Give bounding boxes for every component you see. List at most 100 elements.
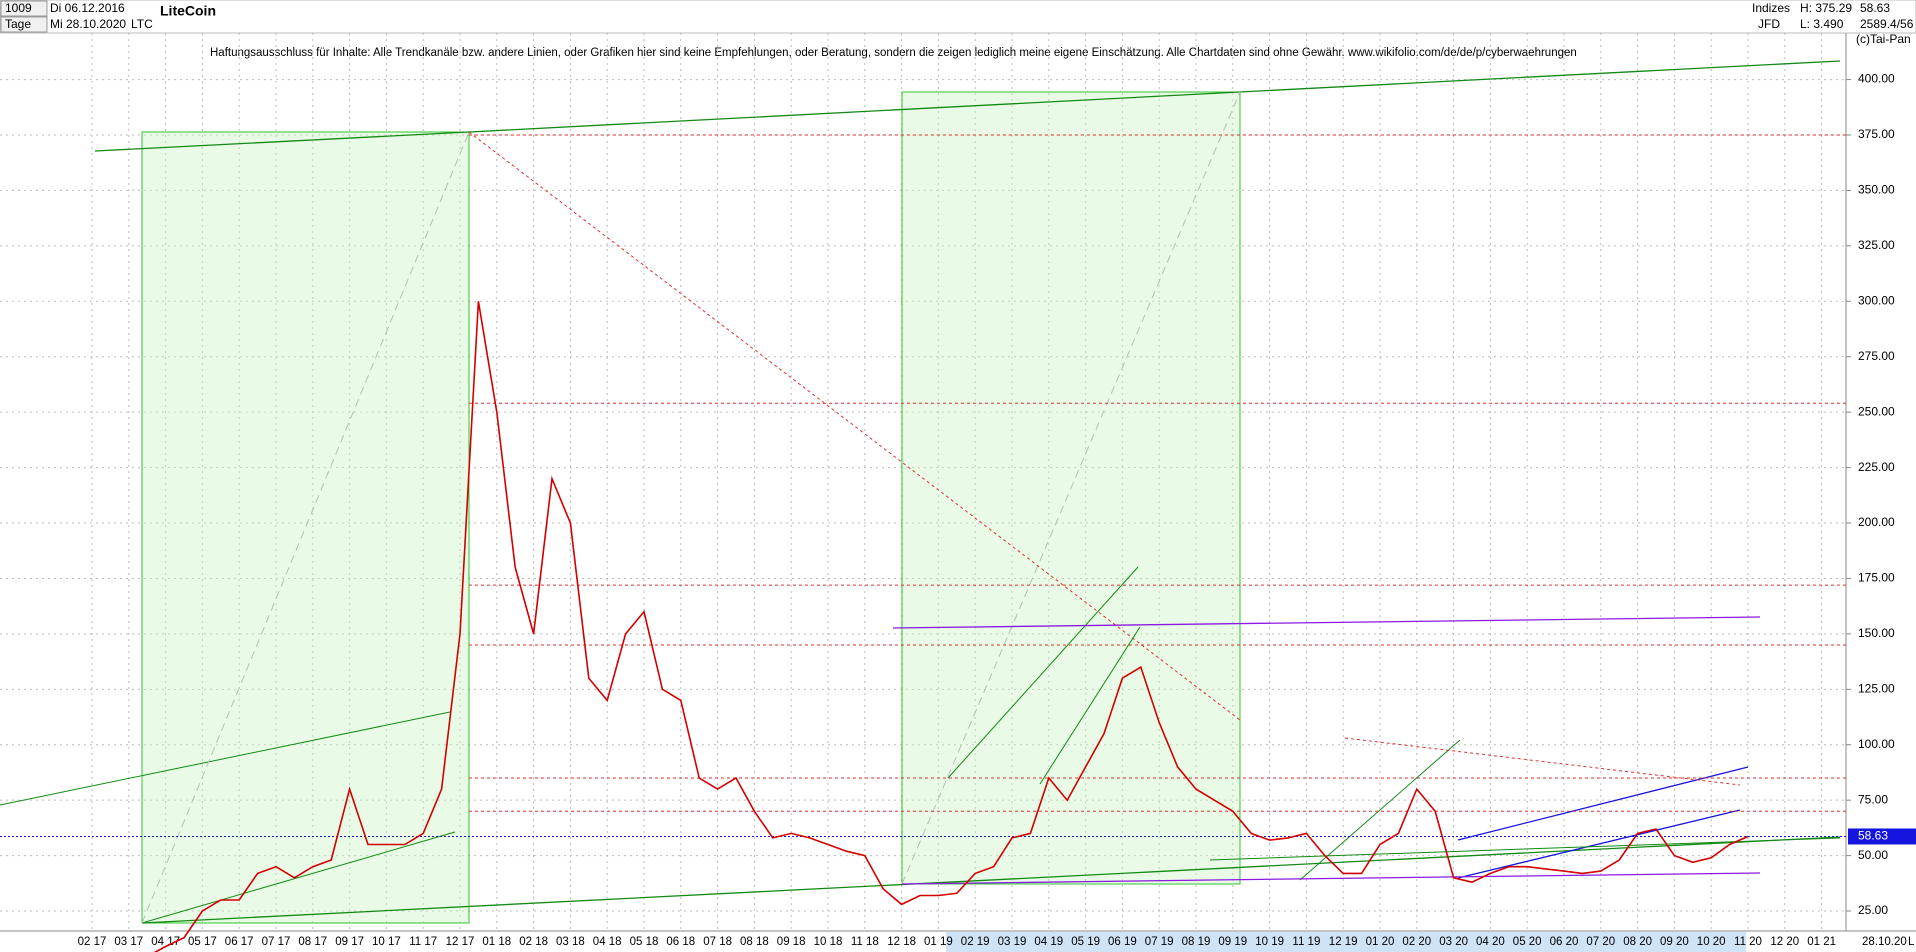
x-tick-label: 03 18 <box>556 936 585 948</box>
trend-line <box>947 566 1139 779</box>
y-tick-label: 225.00 <box>1858 460 1895 474</box>
x-tick-label: 08 17 <box>298 936 327 948</box>
y-tick-label: 75.00 <box>1858 792 1888 806</box>
x-tick-label: 08 20 <box>1623 936 1652 948</box>
y-tick-label: 375.00 <box>1858 127 1895 141</box>
x-tick-label: 08 19 <box>1182 936 1211 948</box>
x-tick-label: 02 20 <box>1402 936 1431 948</box>
x-tick-label: 05 18 <box>630 936 659 948</box>
trend-line <box>1039 626 1141 785</box>
trend-line <box>1344 737 1741 786</box>
x-tick-label: 05 20 <box>1513 936 1542 948</box>
x-axis-highlight <box>946 932 1746 952</box>
period-select[interactable] <box>0 16 48 33</box>
x-tick-label: 01 21 <box>1807 936 1836 948</box>
trend-line <box>141 831 456 924</box>
x-tick-label: 12 18 <box>887 936 916 948</box>
low: L: 3.490 <box>1800 17 1844 31</box>
x-tick-label: 07 19 <box>1145 936 1174 948</box>
x-tick-label: 10 17 <box>372 936 401 948</box>
x-tick-label: 04 19 <box>1034 936 1063 948</box>
trend-line <box>94 131 470 152</box>
interval: 1009 <box>5 1 32 15</box>
price-line <box>153 301 1749 952</box>
info: 2589.4/56 <box>1860 17 1914 31</box>
x-tick-label: 06 20 <box>1550 936 1579 948</box>
y-tick-label: 150.00 <box>1858 626 1895 640</box>
x-tick-label: 12 17 <box>446 936 475 948</box>
x-tick-label: 04 17 <box>151 936 180 948</box>
x-tick-label: 04 18 <box>593 936 622 948</box>
trend-line <box>1457 766 1749 841</box>
y-tick-label: 275.00 <box>1858 349 1895 363</box>
trend-line <box>1239 60 1841 93</box>
source: JFD <box>1758 17 1780 31</box>
interval-select[interactable] <box>0 0 48 17</box>
x-tick-label: 02 19 <box>961 936 990 948</box>
last-price: 58.63 <box>1860 1 1890 15</box>
last-price-label: 58.63 <box>1858 829 1888 843</box>
x-tick-label: 08 18 <box>740 936 769 948</box>
x-tick-label: 11 19 <box>1292 936 1320 948</box>
copyright: (c)Tai-Pan <box>1856 32 1911 46</box>
x-tick-label: 09 17 <box>335 936 364 948</box>
trend-line <box>1457 809 1741 879</box>
trend-line <box>141 836 1841 924</box>
header-bar <box>0 0 1916 34</box>
x-tick-label: 03 17 <box>114 936 143 948</box>
end-date: Mi 28.10.2020 <box>50 17 126 31</box>
x-tick-label: 11 17 <box>409 936 437 948</box>
period: Tage <box>5 17 31 31</box>
x-tick-label: 11 20 <box>1734 936 1762 948</box>
x-tick-label: 02 17 <box>78 936 107 948</box>
x-tick-label: 07 20 <box>1586 936 1615 948</box>
x-tick-label: 01 18 <box>482 936 511 948</box>
group: Indizes <box>1752 1 1790 15</box>
x-tick-label: 01 19 <box>924 936 953 948</box>
x-tick-label: 05 17 <box>188 936 217 948</box>
x-tick-label: 05 19 <box>1071 936 1100 948</box>
x-tick-label: 03 20 <box>1439 936 1468 948</box>
y-tick-label: 25.00 <box>1858 903 1888 917</box>
x-tick-label: 07 17 <box>262 936 291 948</box>
x-tick-label: 11 18 <box>851 936 879 948</box>
y-tick-label: 175.00 <box>1858 571 1895 585</box>
y-tick-label: 350.00 <box>1858 183 1895 197</box>
y-tick-label: 100.00 <box>1858 737 1895 751</box>
y-tick-label: 400.00 <box>1858 72 1895 86</box>
x-tick-label: 06 19 <box>1108 936 1137 948</box>
x-tick-label: 10 20 <box>1697 936 1726 948</box>
trend-line <box>892 616 1761 629</box>
drawings <box>0 60 1841 924</box>
y-tick-label: 250.00 <box>1858 404 1895 418</box>
x-tick-label: 09 19 <box>1218 936 1247 948</box>
footer-date: 28.10.20 <box>1862 936 1907 948</box>
x-tick-label: 06 17 <box>225 936 254 948</box>
high: H: 375.29 <box>1800 1 1852 15</box>
x-tick-label: 01 20 <box>1366 936 1395 948</box>
time-box <box>141 131 470 924</box>
y-tick-label: 300.00 <box>1858 293 1895 307</box>
start-date: Di 06.12.2016 <box>50 1 125 15</box>
x-tick-label: 04 20 <box>1476 936 1505 948</box>
x-tick-label: 07 18 <box>703 936 732 948</box>
trend-line <box>901 872 1761 885</box>
x-tick-label: 12 20 <box>1770 936 1799 948</box>
symbol: LTC <box>131 17 153 31</box>
trend-line <box>901 91 1241 885</box>
disclaimer: Haftungsausschluss für Inhalte: Alle Tre… <box>210 47 1577 59</box>
x-tick-label: 03 19 <box>998 936 1027 948</box>
x-tick-label: 10 19 <box>1255 936 1284 948</box>
x-tick-label: 06 18 <box>666 936 695 948</box>
last-price-box <box>1848 828 1916 845</box>
y-tick-label: 325.00 <box>1858 238 1895 252</box>
x-tick-label: 09 18 <box>777 936 806 948</box>
trend-line <box>0 711 451 806</box>
trend-line <box>468 91 1241 133</box>
y-tick-label: 50.00 <box>1858 848 1888 862</box>
x-tick-label: 09 20 <box>1660 936 1689 948</box>
y-tick-label: 125.00 <box>1858 681 1895 695</box>
instrument-name: LiteCoin <box>160 3 216 19</box>
